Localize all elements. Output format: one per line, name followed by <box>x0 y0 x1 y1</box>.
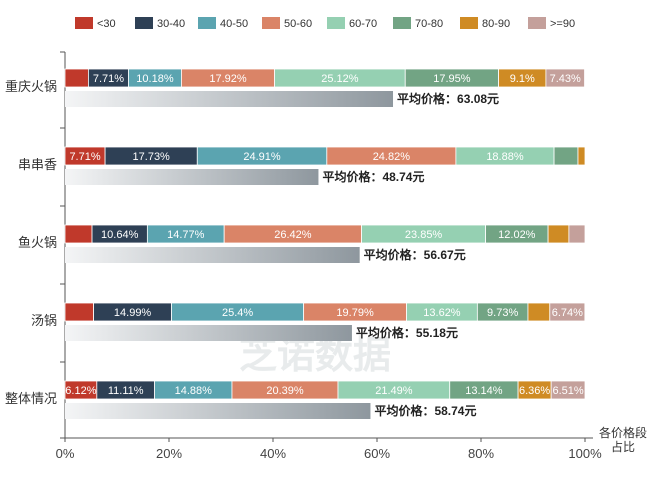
x-axis-title-line1: 各价格段 <box>599 425 647 440</box>
segment-value-label: 23.85% <box>405 229 443 241</box>
avg-price-bar <box>65 247 360 263</box>
avg-price-bar <box>65 325 352 341</box>
watermark-text: 芝诺数据 <box>239 335 391 377</box>
x-tick-label: 40% <box>260 446 286 461</box>
segment-value-label: 26.42% <box>274 229 312 241</box>
segment-value-label: 13.14% <box>465 385 503 397</box>
segment-value-label: 25.12% <box>321 73 359 85</box>
segment-value-label: 14.88% <box>175 385 213 397</box>
segment-value-label: 13.62% <box>423 307 461 319</box>
avg-price-bar <box>65 91 394 107</box>
bars: 7.71% 10.18% 17.92% 25.12% 17.95% 9.1% 7.43% 平均… <box>64 68 586 419</box>
avg-price-label: 平均价格：56.67元 <box>364 247 466 262</box>
watermark: 芝诺数据 <box>239 335 391 377</box>
segment-value-label: 25.4% <box>222 307 253 319</box>
segment-value-label: 18.88% <box>486 151 524 163</box>
segment-value-label: 10.18% <box>136 73 174 85</box>
legend-label: 40-50 <box>220 18 248 30</box>
segment-value-label: 7.71% <box>69 151 100 163</box>
legend-swatch <box>393 17 411 29</box>
segment-value-label: 17.95% <box>433 73 471 85</box>
legend-label: <30 <box>97 18 116 30</box>
segment-value-label: 14.99% <box>114 307 152 319</box>
bar-segment <box>527 302 551 322</box>
bar-segment <box>568 224 586 244</box>
legend-swatch <box>198 17 216 29</box>
segment-value-label: 14.77% <box>167 229 205 241</box>
x-tick-label: 80% <box>468 446 494 461</box>
avg-price-label: 平均价格：48.74元 <box>322 169 424 184</box>
legend-label: 50-60 <box>284 18 312 30</box>
x-tick-label: 100% <box>568 446 602 461</box>
avg-price-label: 平均价格：63.08元 <box>397 91 499 106</box>
segment-value-label: 6.12% <box>65 385 96 397</box>
bar-segment <box>547 224 570 244</box>
segment-value-label: 17.92% <box>209 73 247 85</box>
bar-segment <box>64 302 95 322</box>
segment-value-label: 12.02% <box>498 229 536 241</box>
segment-value-label: 9.1% <box>510 73 535 85</box>
category-label: 重庆火锅 <box>5 79 57 94</box>
segment-value-label: 7.71% <box>93 73 124 85</box>
segment-value-label: 6.51% <box>552 385 583 397</box>
segment-value-label: 10.64% <box>101 229 139 241</box>
legend-swatch <box>75 17 93 29</box>
legend: <30 30-40 40-50 50-60 60-70 70-80 80-90 >=90 <box>75 17 575 30</box>
legend-swatch <box>135 17 153 29</box>
bar-segment <box>64 224 93 244</box>
category-label: 汤锅 <box>31 313 57 328</box>
segment-value-label: 24.91% <box>243 151 281 163</box>
bar-segment <box>64 68 89 88</box>
avg-price-bar <box>65 169 319 185</box>
x-tick-label: 20% <box>156 446 182 461</box>
x-axis-title-line2: 占比 <box>611 439 635 454</box>
legend-swatch <box>262 17 280 29</box>
segment-value-label: 20.39% <box>266 385 304 397</box>
bar-segment <box>577 146 586 166</box>
segment-value-label: 9.73% <box>487 307 518 319</box>
avg-price-label: 平均价格：58.74元 <box>374 403 476 418</box>
segment-value-label: 21.49% <box>375 385 413 397</box>
legend-label: >=90 <box>550 18 575 30</box>
bar-segment <box>550 380 586 400</box>
legend-swatch <box>528 17 546 29</box>
legend-swatch <box>460 17 478 29</box>
x-tick-label: 0% <box>56 446 75 461</box>
bar-segment <box>549 302 586 322</box>
segment-value-label: 6.74% <box>552 307 583 319</box>
category-label: 串串香 <box>18 157 57 172</box>
avg-price-label: 平均价格：55.18元 <box>356 325 458 340</box>
legend-label: 30-40 <box>157 18 185 30</box>
segment-value-label: 6.36% <box>519 385 550 397</box>
x-tick-label: 60% <box>364 446 390 461</box>
legend-label: 80-90 <box>482 18 510 30</box>
category-label: 鱼火锅 <box>18 235 57 250</box>
bar-segment <box>553 146 579 166</box>
legend-swatch <box>327 17 345 29</box>
segment-value-label: 11.11% <box>108 385 144 397</box>
legend-label: 60-70 <box>349 18 377 30</box>
segment-value-label: 24.82% <box>373 151 411 163</box>
bar-segment <box>545 68 585 88</box>
legend-label: 70-80 <box>415 18 443 30</box>
category-label: 整体情况 <box>5 391 57 406</box>
avg-price-bar <box>65 403 371 419</box>
segment-value-label: 19.79% <box>336 307 374 319</box>
segment-value-label: 7.43% <box>550 73 581 85</box>
segment-value-label: 17.73% <box>133 151 171 163</box>
